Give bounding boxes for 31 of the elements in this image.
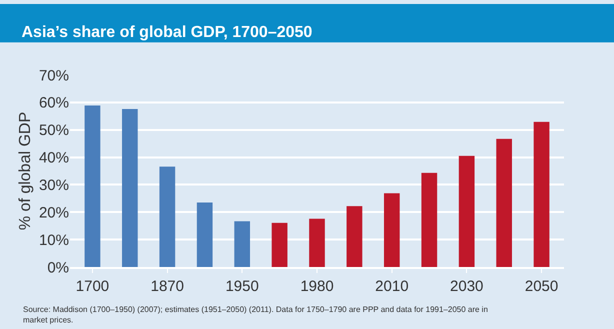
bar [346,206,362,267]
bar [458,156,475,267]
chart-title: Asia’s share of global GDP, 1700–2050 [21,24,312,41]
bar [534,122,550,267]
x-tick-label: 2030 [450,278,484,295]
bar [384,193,400,267]
y-tick-label: 50% [38,122,69,140]
y-tick-label: 40% [38,150,69,167]
x-tick-label: 1700 [76,278,110,295]
bar [84,105,100,267]
bar [159,166,176,267]
x-tick-label: 2050 [524,278,558,295]
bar [234,221,250,267]
x-tick-label: 2010 [375,278,409,295]
bar [196,202,213,267]
y-tick-label: 0% [47,259,69,276]
bar [122,109,138,267]
source-note: Source: Maddison (1700–1950) (2007); estimates (1951–2050) (2011). Data for 1750–1790 are PPP and data for 1991–2050 are in market prices. [23,305,488,324]
y-axis-title: % of global GDP [16,112,34,230]
x-tick-label: 1870 [150,278,184,295]
x-tick-label: 1980 [300,278,334,295]
y-tick-label: 10% [38,232,69,249]
y-tick-label: 20% [38,204,69,222]
y-tick-label: 70% [38,67,69,84]
bar [272,222,288,267]
x-tick-label: 1950 [225,278,259,295]
bar [421,172,438,267]
bar [309,218,325,267]
y-tick-label: 30% [38,176,69,194]
y-tick-label: 60% [38,94,69,112]
bar [496,138,512,267]
